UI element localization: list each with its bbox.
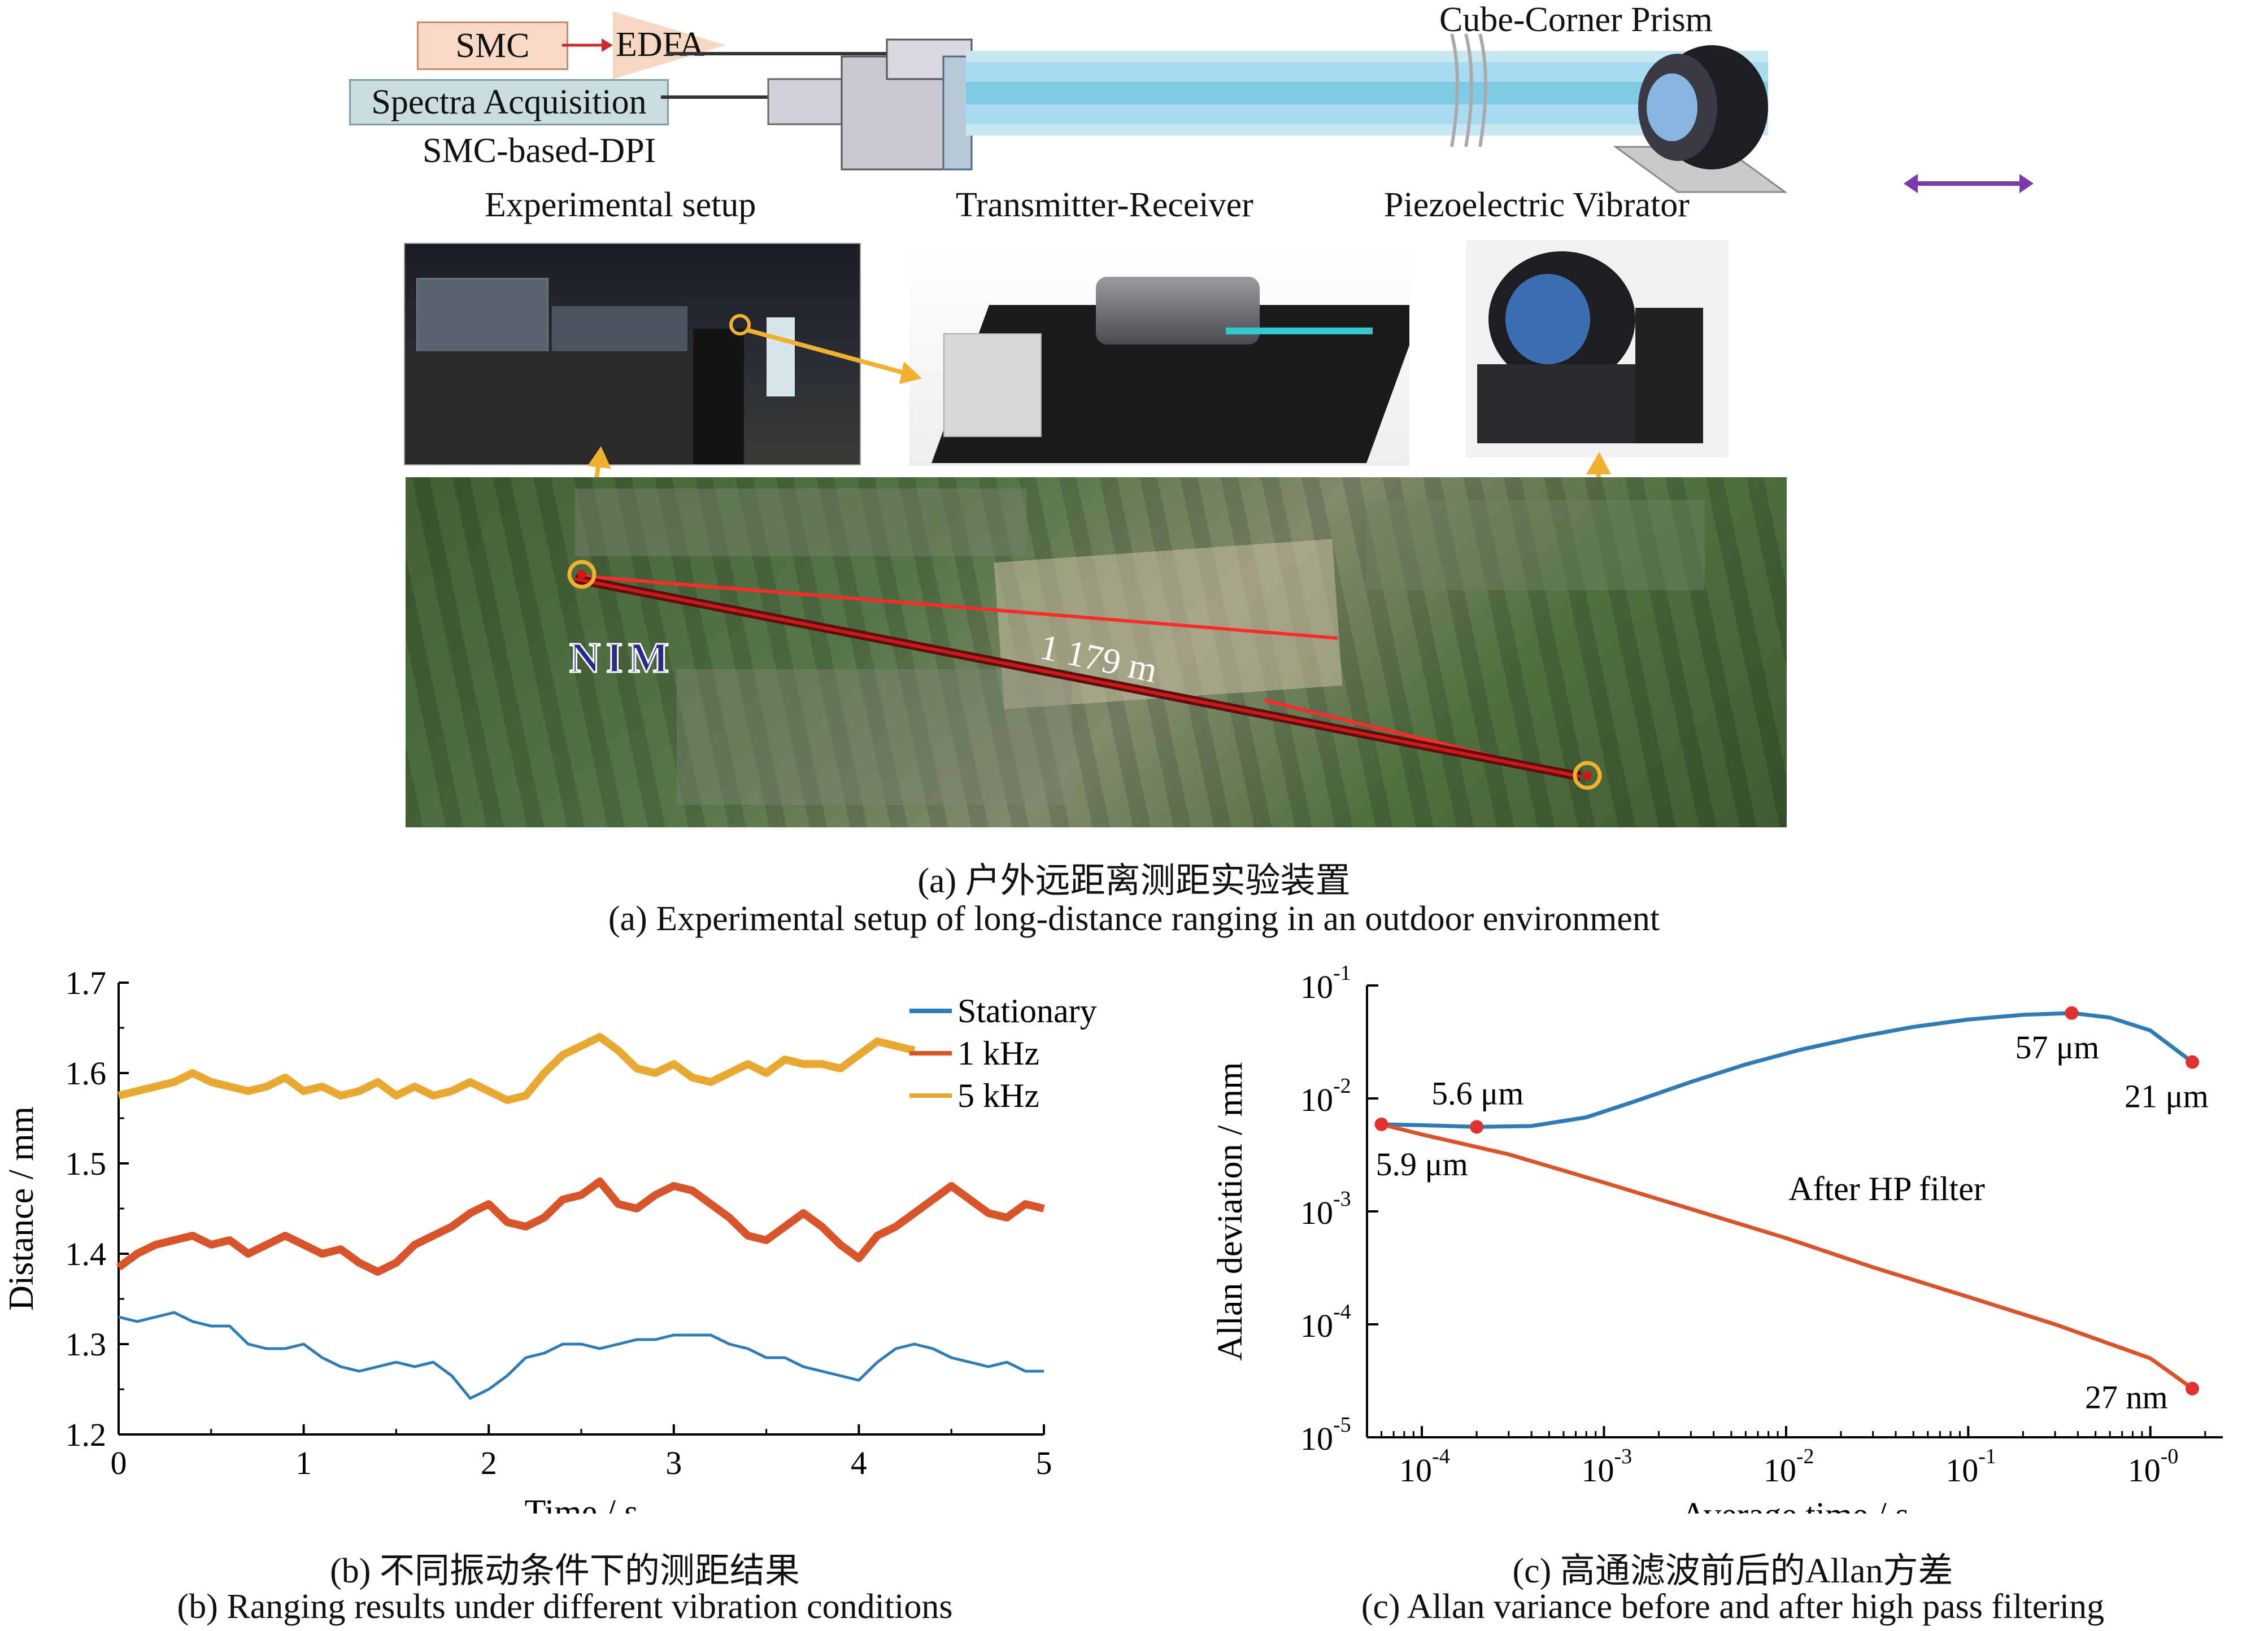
y-axis-label: Allan deviation / mm — [1211, 1062, 1250, 1361]
smc-edfa-arrow — [562, 38, 613, 52]
y-tick-exponent: -3 — [1333, 1187, 1351, 1211]
y-tick-label: 10 — [1300, 1307, 1333, 1344]
x-axis-label: Time / s — [524, 1493, 638, 1514]
x-tick-exponent: -2 — [1796, 1445, 1814, 1468]
series-line — [116, 1178, 1045, 1276]
x-tick-label: 0 — [111, 1445, 127, 1481]
x-tick-label: 10 — [1945, 1452, 1978, 1489]
y-tick-exponent: -1 — [1333, 961, 1351, 985]
caption-c-cn: (c) 高通滤波前后的Allan方差 — [1512, 1552, 1953, 1590]
dpi-label: SMC-based-DPI — [423, 132, 656, 170]
y-tick-exponent: -2 — [1333, 1074, 1351, 1098]
transmitter-photo — [909, 243, 1409, 466]
y-tick-exponent: -5 — [1333, 1413, 1351, 1437]
data-marker — [1470, 1120, 1484, 1134]
y-tick-label: 1.6 — [66, 1055, 107, 1092]
series-line — [118, 1311, 1044, 1400]
spectra-box: Spectra Acquisition — [349, 79, 669, 125]
y-tick-label: 10 — [1300, 969, 1333, 1005]
prism-label: Cube-Corner Prism — [1439, 1, 1713, 39]
caption-b-cn: (b) 不同振动条件下的测距结果 — [330, 1552, 800, 1590]
smc-box: SMC — [417, 21, 568, 70]
nim-logo: NIM — [569, 634, 674, 682]
x-tick-label: 3 — [665, 1445, 682, 1481]
series-line — [1381, 1122, 2194, 1390]
x-tick-exponent: -3 — [1614, 1445, 1632, 1468]
caption-a-cn: (a) 户外远距离测距实验装置 — [917, 862, 1351, 900]
spectra-label: Spectra Acquisition — [371, 82, 647, 121]
prism-illustration — [1613, 45, 1788, 193]
x-tick-label: 5 — [1036, 1445, 1052, 1481]
marker-label: 5.9 μm — [1376, 1146, 1468, 1183]
edfa-triangle — [613, 11, 726, 79]
x-tick-label: 10 — [2128, 1452, 2161, 1489]
chart-b: 0 1 2 3 4 5 1.2 1.3 1.4 1.5 1.6 1.7 Time / s Distance… — [2, 965, 1097, 1514]
annotation-text: After HP filter — [1788, 1170, 1985, 1207]
x-tick-exponent: -4 — [1432, 1445, 1450, 1468]
data-marker — [2185, 1381, 2199, 1395]
caption-b-en: (b) Ranging results under different vibr… — [177, 1588, 953, 1626]
x-tick-label: 10 — [1764, 1452, 1796, 1489]
vibration-arrow — [1904, 174, 2034, 193]
y-tick-label: 10 — [1300, 1420, 1333, 1457]
x-axis-label: Average time / s — [1681, 1496, 1909, 1514]
tr-label: Transmitter-Receiver — [956, 186, 1253, 224]
series-line — [1381, 1011, 2194, 1129]
legend-label: 5 kHz — [957, 1077, 1039, 1114]
vibrator-photo — [1466, 240, 1729, 457]
y-tick-label: 10 — [1300, 1194, 1333, 1231]
caption-c-en: (c) Allan variance before and after high… — [1361, 1588, 2105, 1626]
y-tick-label: 1.3 — [66, 1326, 107, 1363]
y-tick-label: 1.5 — [66, 1145, 107, 1182]
data-marker — [1374, 1117, 1388, 1131]
data-marker — [2065, 1006, 2079, 1020]
smc-label: SMC — [455, 26, 530, 65]
y-tick-label: 1.4 — [66, 1236, 107, 1272]
marker-label: 21 μm — [2125, 1078, 2209, 1115]
data-marker — [2185, 1055, 2199, 1069]
x-tick-label: 4 — [851, 1445, 867, 1481]
x-tick-label: 10 — [1399, 1452, 1432, 1489]
x-tick-label: 1 — [295, 1445, 312, 1481]
y-tick-label: 10 — [1300, 1081, 1333, 1118]
pv-label: Piezoelectric Vibrator — [1384, 186, 1690, 224]
caption-a-en: (a) Experimental setup of long-distance … — [608, 900, 1660, 938]
legend-label: 1 kHz — [957, 1035, 1039, 1072]
setup-label: Experimental setup — [485, 186, 756, 224]
chart-c: 10 -4 10 -3 10 -2 10 -1 10 -010 -510 -410 -310 -210 -1… — [1211, 961, 2223, 1514]
y-tick-exponent: -4 — [1333, 1300, 1351, 1324]
marker-label: 57 μm — [2015, 1029, 2099, 1066]
x-tick-exponent: -1 — [1978, 1445, 1996, 1468]
map-overlay: 1 179 m NIM — [567, 560, 1602, 790]
x-tick-label: 2 — [481, 1445, 497, 1481]
transmitter-schematic — [661, 33, 1768, 171]
x-tick-exponent: -0 — [2161, 1445, 2179, 1468]
marker-label: 27 nm — [2085, 1379, 2168, 1416]
panel-a: SMC EDFA Spectra Acquisition SMC-based-D… — [349, 1, 2034, 938]
y-tick-label: 1.2 — [66, 1416, 107, 1453]
setup-photo — [404, 243, 861, 465]
edfa-label: EDFA — [616, 25, 705, 64]
x-tick-label: 10 — [1581, 1452, 1614, 1489]
series-line — [117, 1033, 916, 1104]
marker-label: 5.6 μm — [1431, 1075, 1523, 1111]
y-axis-label: Distance / mm — [2, 1106, 41, 1311]
y-tick-label: 1.7 — [66, 965, 107, 1001]
legend-label: Stationary — [957, 992, 1097, 1030]
